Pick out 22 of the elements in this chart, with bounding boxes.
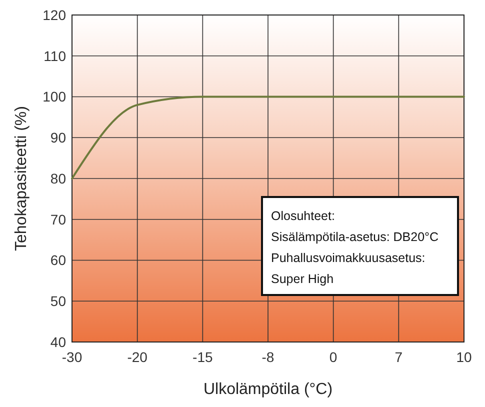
- annotation: Super High: [271, 272, 334, 286]
- annotation: Olosuhteet:: [271, 209, 335, 223]
- y-tick-label: 100: [42, 88, 66, 105]
- x-tick-label: 7: [394, 349, 403, 365]
- y-tick-label: 70: [50, 211, 66, 228]
- x-axis-title: Ulkolämpötila (°C): [203, 381, 333, 398]
- y-tick-label: 90: [50, 130, 66, 146]
- y-axis-title: Tehokapasiteetti (%): [13, 106, 30, 251]
- x-tick-label: -8: [262, 349, 274, 365]
- x-tick-label: -20: [127, 349, 148, 365]
- x-tick-label: -30: [62, 349, 82, 365]
- x-tick-label: 0: [329, 349, 338, 365]
- annotation: Sisälämpötila-asetus: DB20°C: [271, 230, 439, 244]
- y-tick-label: 110: [44, 48, 66, 64]
- x-tick-label: 10: [456, 349, 472, 365]
- y-tick-label: 120: [42, 6, 66, 23]
- y-tick-label: 80: [50, 170, 66, 186]
- x-tick-label: -15: [192, 349, 213, 365]
- y-tick-label: 40: [50, 334, 66, 350]
- y-tick-label: 50: [50, 293, 66, 310]
- annotation: Puhallusvoimakkuusasetus:: [271, 251, 426, 265]
- y-tick-label: 60: [50, 252, 66, 268]
